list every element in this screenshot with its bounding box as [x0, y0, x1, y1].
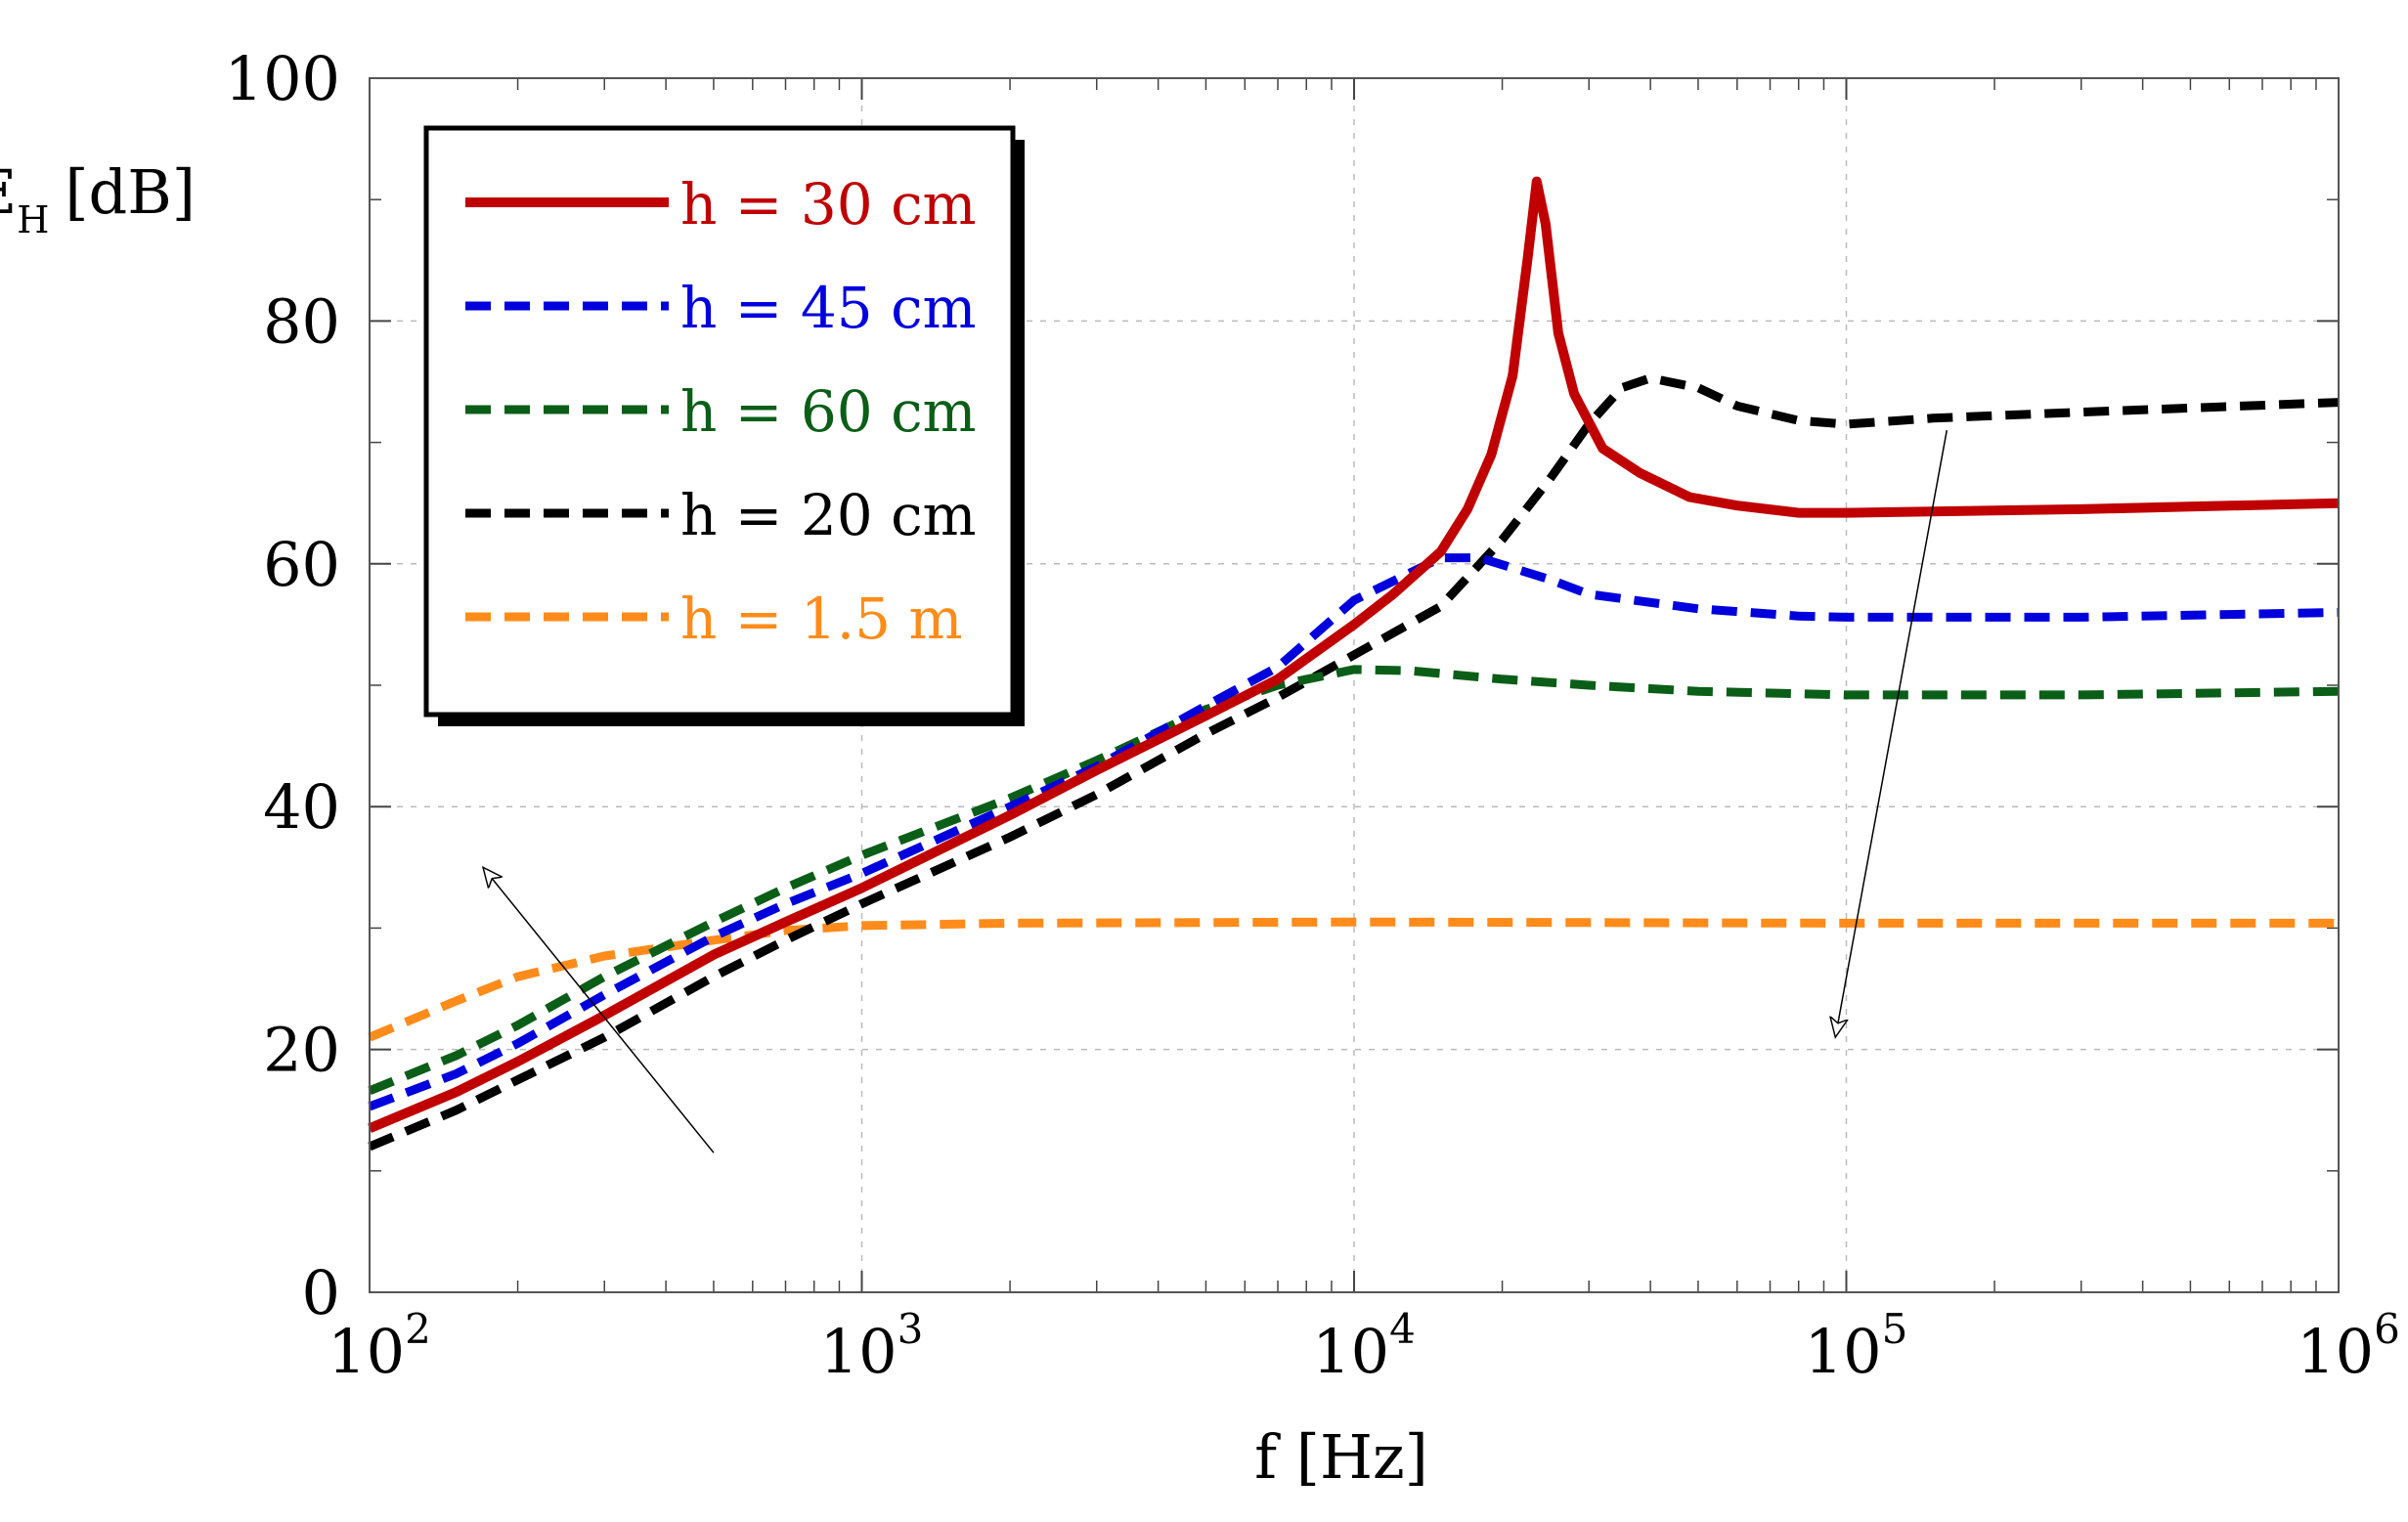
- y-tick-label: 20: [263, 1015, 340, 1086]
- annotation-arrow: [1835, 430, 1948, 1037]
- x-axis-label: f [Hz]: [1254, 1421, 1428, 1493]
- series-line: [368, 553, 2340, 1111]
- y-tick-label: 100: [225, 43, 340, 114]
- x-tick-exp: 2: [405, 1305, 431, 1353]
- x-tick-base: 10: [1312, 1316, 1389, 1387]
- annotations: [483, 430, 1948, 1153]
- x-tick-exp: 3: [898, 1305, 924, 1353]
- plot-frame: [369, 77, 2340, 1293]
- x-tick-base: 10: [1805, 1316, 1882, 1387]
- x-tick-label: 102: [328, 1305, 431, 1387]
- x-tick-label: 103: [820, 1305, 924, 1387]
- x-tick-label: 104: [1312, 1305, 1416, 1387]
- annotation-arrow: [483, 867, 715, 1153]
- legend-label: h = 60 cm: [680, 378, 977, 445]
- series-line: [368, 665, 2340, 1095]
- legend: h = 30 cm h = 45 cm h = 60 cm h = 20 cm h = …: [423, 125, 1025, 726]
- series-line: [368, 917, 2339, 1042]
- legend-label: h = 30 cm: [680, 171, 977, 238]
- legend-label: h = 45 cm: [680, 275, 977, 341]
- y-axis-label-unit: [dB]: [65, 156, 196, 228]
- x-tick-exp: 6: [2374, 1305, 2400, 1353]
- x-tick-label: 105: [1805, 1305, 1908, 1387]
- legend-label: h = 20 cm: [680, 482, 977, 548]
- x-tick-exp: 5: [1882, 1305, 1908, 1353]
- x-tick-exp: 4: [1389, 1305, 1416, 1353]
- series-group: [368, 176, 2340, 1152]
- x-tick-base: 10: [820, 1316, 898, 1387]
- y-axis-label-sub: H: [17, 198, 49, 241]
- y-tick-label: 80: [263, 285, 340, 357]
- x-tick-base: 10: [328, 1316, 405, 1387]
- x-tick-base: 10: [2297, 1316, 2374, 1387]
- series-line: [368, 176, 2340, 1133]
- y-axis-label: SEH [dB]: [0, 156, 196, 241]
- x-tick-label: 106: [2297, 1305, 2400, 1387]
- y-tick-label: 40: [263, 771, 340, 843]
- y-tick-label: 60: [263, 529, 340, 600]
- y-tick-label: 0: [302, 1257, 340, 1328]
- y-axis-label-main: SE: [0, 156, 17, 228]
- legend-label: h = 1.5 m: [680, 586, 963, 652]
